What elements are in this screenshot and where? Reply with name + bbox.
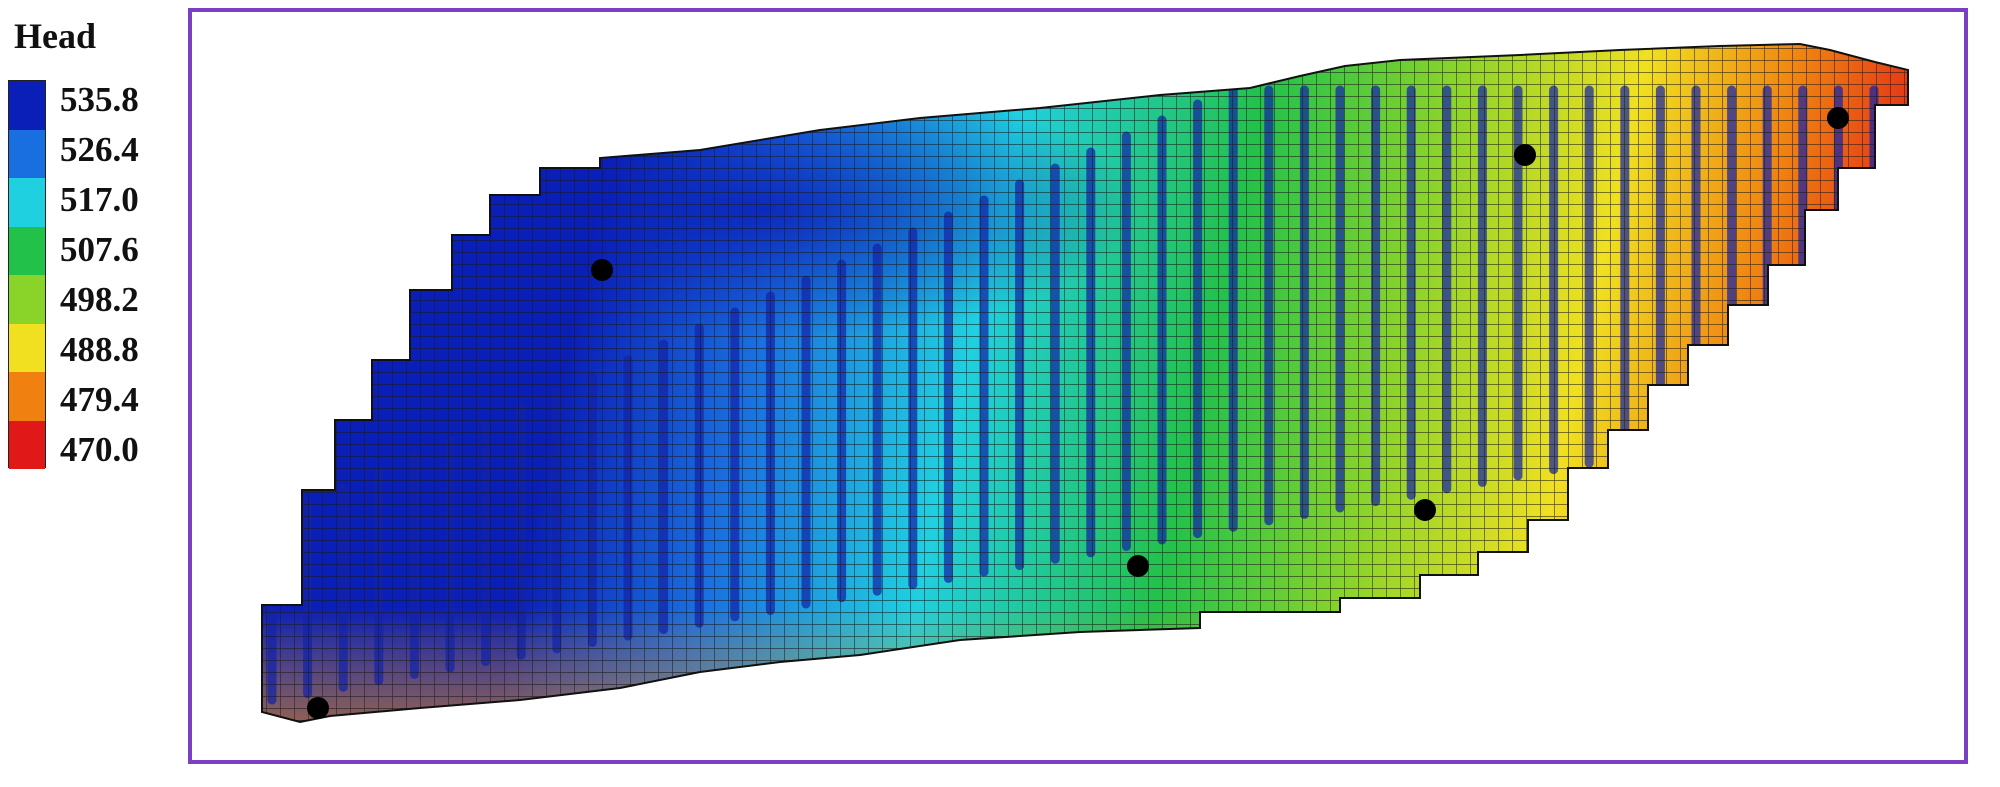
legend-swatch bbox=[9, 420, 45, 469]
observation-well-marker bbox=[1414, 499, 1436, 521]
observation-well-marker bbox=[591, 259, 613, 281]
legend-swatch bbox=[9, 178, 45, 227]
legend-swatch bbox=[9, 81, 45, 130]
legend-swatch bbox=[9, 226, 45, 275]
observation-well-marker bbox=[1514, 144, 1536, 166]
observation-well-marker bbox=[307, 697, 329, 719]
legend-swatch bbox=[9, 372, 45, 421]
domain-boundary bbox=[261, 42, 1909, 724]
legend-label: 526.4 bbox=[60, 130, 139, 169]
legend-label: 470.0 bbox=[60, 430, 139, 469]
legend-swatch bbox=[9, 323, 45, 372]
legend-label: 479.4 bbox=[60, 380, 139, 419]
legend-color-scale bbox=[8, 80, 46, 469]
observation-well-marker bbox=[1127, 555, 1149, 577]
legend-label: 535.8 bbox=[60, 80, 139, 119]
legend-title: Head bbox=[14, 16, 97, 56]
legend-label: 507.6 bbox=[60, 230, 139, 269]
legend-label: 488.8 bbox=[60, 330, 139, 369]
head-legend: Head 535.8 526.4 517.0 507.6 498.2 488.8 479.4… bbox=[8, 12, 183, 482]
legend-swatch bbox=[9, 275, 45, 324]
observation-wells bbox=[307, 107, 1849, 719]
legend-label: 498.2 bbox=[60, 280, 139, 319]
observation-well-marker bbox=[1827, 107, 1849, 129]
legend-label: 517.0 bbox=[60, 180, 139, 219]
legend-swatch bbox=[9, 129, 45, 178]
